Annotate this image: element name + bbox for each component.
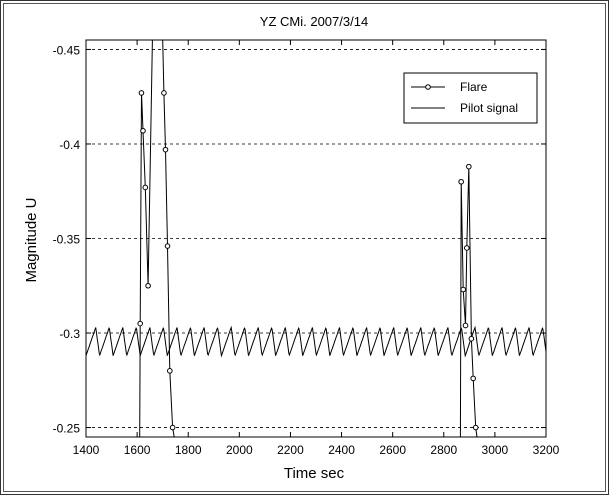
x-tick-label: 2400 <box>328 443 355 457</box>
series-layer <box>85 39 547 438</box>
y-tick-label: -0.3 <box>59 327 80 341</box>
flare-point <box>463 245 470 251</box>
legend-flare-label: Flare <box>460 80 488 94</box>
flare-point <box>466 163 472 170</box>
x-tick-label: 3200 <box>533 443 560 457</box>
x-tick-label: 1600 <box>124 443 151 457</box>
gridlines <box>86 49 546 428</box>
flare-point <box>458 178 464 185</box>
flare-point <box>460 286 467 293</box>
chart-title: YZ CMi. 2007/3/14 <box>260 14 368 29</box>
flare-point <box>137 320 143 327</box>
y-tick-label: -0.45 <box>53 43 81 57</box>
flare-point <box>162 146 169 153</box>
flare-point <box>167 368 173 374</box>
y-axis-ticks: -0.45 -0.4 -0.35 -0.3 -0.25 <box>53 43 546 436</box>
y-tick-label: -0.25 <box>53 422 81 436</box>
legend-pilot-label: Pilot signal <box>460 101 518 115</box>
y-tick-label: -0.4 <box>59 138 80 152</box>
pilot-signal-line <box>85 325 547 358</box>
x-tick-label: 2000 <box>226 443 253 457</box>
legend: Flare Pilot signal <box>403 72 538 124</box>
flare-point <box>472 424 479 431</box>
legend-flare-marker <box>425 84 431 90</box>
flare-point <box>138 90 145 96</box>
flare-point <box>164 243 171 249</box>
flare-point <box>142 184 149 191</box>
x-tick-label: 2600 <box>379 443 406 457</box>
x-axis-label: Time sec <box>284 465 345 482</box>
flare-point <box>161 90 167 96</box>
flare-point <box>145 282 151 289</box>
flare-point <box>140 127 146 134</box>
x-axis-ticks: 1400 1600 1800 2000 2200 2400 2600 2800 3000 3200 <box>73 40 560 457</box>
x-tick-label: 2800 <box>430 443 457 457</box>
flare-point <box>470 375 476 382</box>
x-tick-label: 3000 <box>482 443 509 457</box>
legend-box <box>403 72 538 124</box>
y-axis-label: Magnitude U <box>23 197 40 282</box>
flare-point <box>169 424 176 431</box>
y-tick-label: -0.35 <box>53 233 81 247</box>
flare-line <box>459 166 478 438</box>
x-tick-label: 2200 <box>277 443 304 457</box>
flare-point <box>462 322 469 329</box>
x-tick-label: 1800 <box>175 443 202 457</box>
flare-point <box>468 335 475 342</box>
x-tick-label: 1400 <box>73 443 100 457</box>
